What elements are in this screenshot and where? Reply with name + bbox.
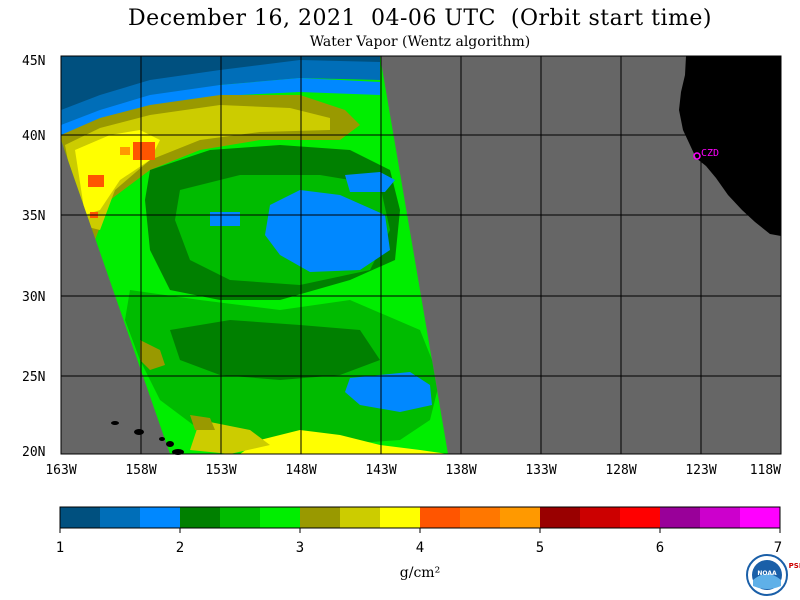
psl-logo: PSL [789,562,800,570]
lon-label-133w: 133W [525,463,556,478]
colorbar-tick-label: 6 [656,540,664,556]
colorbar-swatch [300,507,341,528]
lat-label-45n: 45N [22,54,45,69]
colorbar-tick-label: 3 [296,540,304,556]
colorbar-tick-label: 5 [536,540,544,556]
map-frame [60,55,782,455]
colorbar-swatch [540,507,581,528]
colorbar-tick-label: 7 [774,540,782,556]
colorbar-swatch [380,507,421,528]
station-label: CZD [701,148,719,159]
colorbar-tick-label: 1 [56,540,64,556]
lat-labels: 45N 40N 35N 30N 25N 20N [22,54,45,460]
colorbar-ticks: 1 2 3 4 5 6 7 [56,528,782,556]
colorbar-swatch [220,507,261,528]
lat-label-30n: 30N [22,290,45,305]
colorbar-swatch [180,507,221,528]
lon-labels: 163W 158W 153W 148W 143W 138W 133W 128W … [45,463,781,478]
colorbar-tick-label: 2 [176,540,184,556]
lon-label-128w: 128W [605,463,636,478]
lat-label-40n: 40N [22,129,45,144]
colorbar-swatch [660,507,701,528]
lon-label-153w: 153W [205,463,236,478]
lat-label-35n: 35N [22,209,45,224]
lat-label-20n: 20N [22,445,45,460]
colorbar-swatch [700,507,741,528]
chart-title: December 16, 2021 04-06 UTC (Orbit start… [128,6,712,31]
colorbar-swatch [340,507,381,528]
psl-logo-text: PSL [789,562,800,570]
station-marker [693,152,701,160]
colorbar-swatch [580,507,621,528]
colorbar-unit: g/cm² [400,565,440,581]
noaa-logo: NOAA [746,554,788,596]
colorbar-swatch [620,507,661,528]
lat-label-25n: 25N [22,370,45,385]
colorbar [60,507,781,528]
colorbar-tick-label: 4 [416,540,424,556]
colorbar-swatch [260,507,301,528]
colorbar-swatch [460,507,501,528]
lon-label-118w: 118W [750,463,781,478]
colorbar-swatch [500,507,541,528]
noaa-logo-text: NOAA [757,570,777,577]
lon-label-158w: 158W [125,463,156,478]
land-mass [679,56,781,236]
chart-subtitle: Water Vapor (Wentz algorithm) [309,34,531,50]
water-vapor-swath [61,56,448,454]
colorbar-swatch [60,507,101,528]
colorbar-swatch [740,507,781,528]
map-grid [61,56,781,454]
lon-label-163w: 163W [45,463,76,478]
lon-label-138w: 138W [445,463,476,478]
colorbar-swatch [100,507,141,528]
lon-label-148w: 148W [285,463,316,478]
lon-label-123w: 123W [685,463,716,478]
lon-label-143w: 143W [365,463,396,478]
colorbar-swatch [140,507,181,528]
colorbar-swatch [420,507,461,528]
